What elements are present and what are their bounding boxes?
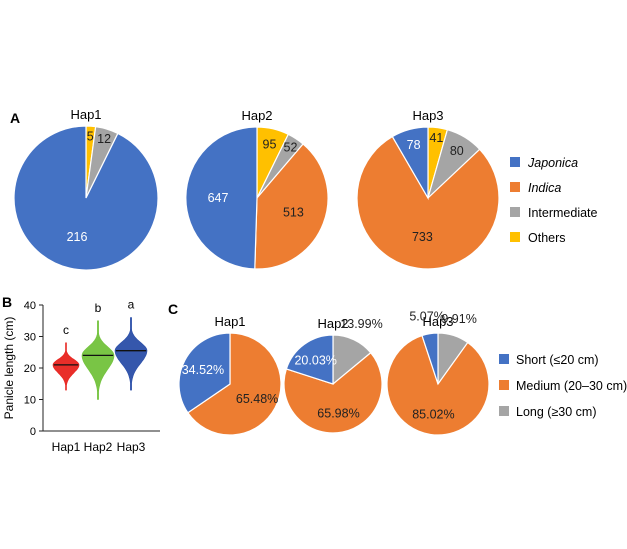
legend-label: Indica [528, 181, 561, 195]
x-tick-label: Hap1 [52, 440, 81, 454]
pie-data-label: 13.99% [340, 317, 382, 331]
pie-title: Hap3 [412, 108, 443, 123]
pie-hap1: Hap1 5 12 216 [13, 107, 159, 271]
pie-slice-japonica [13, 125, 159, 271]
pie-data-label: 41 [429, 131, 443, 145]
pie-title: Hap3 [422, 314, 453, 329]
pie-data-label: 20.03% [294, 354, 336, 368]
panel-a-pies: Hap1 5 12 216 Hap2 95 52 513 647 Hap3 41 80 733 78 [13, 107, 500, 271]
panel-label-c: C [168, 301, 178, 317]
pie-data-label: 80 [450, 144, 464, 158]
pie-slice-short-20-cm [178, 332, 231, 414]
y-tick-label: 20 [24, 363, 36, 375]
pie-data-label: 95 [263, 138, 277, 152]
pie-data-label: 5.07% [409, 309, 444, 323]
legend-swatch [510, 232, 520, 242]
legend-item-indica: Indica [510, 181, 561, 195]
pie-data-label: 5 [87, 130, 94, 144]
pie-data-label: 647 [208, 191, 229, 205]
violin-hap2: Hap2 b [81, 301, 115, 454]
legend-item-long-30-cm: Long (≥30 cm) [499, 405, 597, 419]
legend-label: Others [528, 231, 566, 245]
pie-slice-japonica [185, 126, 258, 270]
legend-swatch [510, 182, 520, 192]
legend-item-intermediate: Intermediate [510, 206, 598, 220]
pie-data-label: 65.48% [236, 392, 278, 406]
panel-a-legend: Japonica Indica Intermediate Others [510, 156, 598, 245]
legend-swatch [499, 354, 509, 364]
y-axis-label: Panicle length (cm) [2, 317, 16, 420]
violin-body [114, 317, 148, 391]
y-tick-label: 40 [24, 300, 36, 312]
legend-swatch [499, 406, 509, 416]
pie-data-label: 65.98% [317, 406, 359, 420]
pie-data-label: 9.91% [441, 312, 476, 326]
pie-data-label: 216 [67, 230, 88, 244]
pie-hap3: Hap3 41 80 733 78 [356, 108, 500, 270]
legend-label: Japonica [527, 156, 578, 170]
x-tick-label: Hap2 [84, 440, 113, 454]
pie-data-label: 52 [284, 141, 298, 155]
violin-body [52, 342, 80, 391]
pie-slice-short-20-cm [421, 332, 439, 385]
legend-label: Long (≥30 cm) [516, 405, 597, 419]
pie-title: Hap2 [241, 108, 272, 123]
panel-label-b: B [2, 294, 12, 310]
legend-label: Short (≤20 cm) [516, 353, 599, 367]
legend-item-medium-20-30-cm: Medium (20–30 cm) [499, 379, 627, 393]
legend-item-short-20-cm: Short (≤20 cm) [499, 353, 599, 367]
violin-body [81, 320, 115, 400]
panel-c-legend: Short (≤20 cm) Medium (20–30 cm) Long (≥30… [499, 353, 627, 419]
x-tick-label: Hap3 [117, 440, 146, 454]
legend-label: Medium (20–30 cm) [516, 379, 627, 393]
pie-slice-medium-20-30-cm [283, 351, 383, 434]
violin-hap1: Hap1 c [52, 323, 81, 454]
legend-label: Intermediate [528, 206, 598, 220]
pie-data-label: 34.52% [182, 363, 224, 377]
pie-title: Hap1 [214, 314, 245, 329]
pie-data-label: 733 [412, 230, 433, 244]
significance-letter: b [95, 301, 102, 315]
pie-slice-short-20-cm [285, 334, 334, 385]
pie-hap1: Hap1 65.48% 34.52% [178, 314, 282, 436]
significance-letter: c [63, 323, 69, 337]
pie-title: Hap1 [70, 107, 101, 122]
significance-letter: a [128, 298, 135, 312]
panel-label-a: A [10, 110, 20, 126]
pie-hap2: Hap2 95 52 513 647 [185, 108, 329, 270]
panel-c-pies: Hap165.48%34.52%Hap213.99%65.98%20.03%Ha… [178, 309, 490, 436]
legend-swatch [510, 207, 520, 217]
pie-data-label: 85.02% [412, 408, 454, 422]
legend-swatch [499, 380, 509, 390]
y-tick-label: 10 [24, 395, 36, 407]
pie-data-label: 78 [407, 138, 421, 152]
pie-slice-indica [254, 143, 329, 270]
pie-slice-japonica [391, 126, 429, 201]
violin-hap3: Hap3 a [114, 298, 148, 454]
pie-slice-medium-20-30-cm [187, 332, 282, 436]
y-tick-label: 0 [30, 426, 36, 438]
legend-item-others: Others [510, 231, 566, 245]
y-tick-label: 30 [24, 332, 36, 344]
pie-title: Hap2 [317, 316, 348, 331]
pie-data-label: 513 [283, 206, 304, 220]
legend-swatch [510, 157, 520, 167]
pie-data-label: 12 [97, 132, 111, 146]
pie-slice-indica [356, 135, 500, 270]
legend-item-japonica: Japonica [510, 156, 578, 170]
pie-slice-medium-20-30-cm [386, 334, 490, 436]
